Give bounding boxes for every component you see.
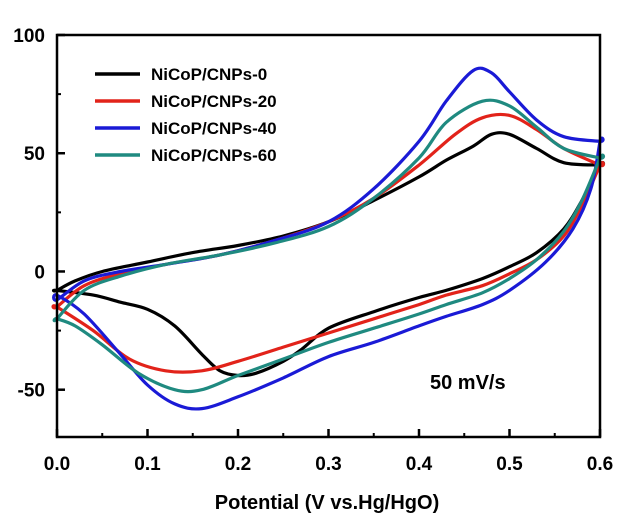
legend-label: NiCoP/CNPs-60 [151, 146, 277, 165]
series-line-1 [51, 112, 606, 374]
x-axis-ticks: 0.0 0.1 0.2 0.3 0.4 0.5 0.6 [44, 429, 613, 475]
scan-rate-annotation: 50 mV/s [430, 372, 506, 394]
y-tick-label: 0 [34, 262, 45, 283]
x-tick-label: 0.6 [587, 454, 613, 475]
legend-label: NiCoP/CNPs-40 [151, 119, 277, 138]
legend: NiCoP/CNPs-0 NiCoP/CNPs-20 NiCoP/CNPs-40 Ni… [95, 65, 277, 165]
legend-label: NiCoP/CNPs-20 [151, 92, 277, 111]
x-tick-label: 0.0 [44, 454, 70, 475]
y-tick-label: 50 [24, 144, 45, 165]
y-tick-label: 100 [13, 26, 45, 47]
x-tick-label: 0.1 [134, 454, 161, 475]
x-axis-label: Potential (V vs.Hg/HgO) [215, 492, 439, 514]
curves-layer [51, 66, 606, 411]
legend-label: NiCoP/CNPs-0 [151, 65, 267, 84]
series-line-2 [52, 66, 605, 411]
series-line-3 [52, 98, 606, 394]
y-tick-label: -50 [18, 381, 45, 402]
x-tick-label: 0.2 [225, 454, 251, 475]
y-axis-ticks: -50 0 50 100 [13, 26, 65, 402]
x-tick-label: 0.4 [406, 454, 433, 475]
x-tick-label: 0.5 [496, 454, 523, 475]
x-tick-label: 0.3 [315, 454, 341, 475]
series-line-0 [51, 131, 606, 378]
